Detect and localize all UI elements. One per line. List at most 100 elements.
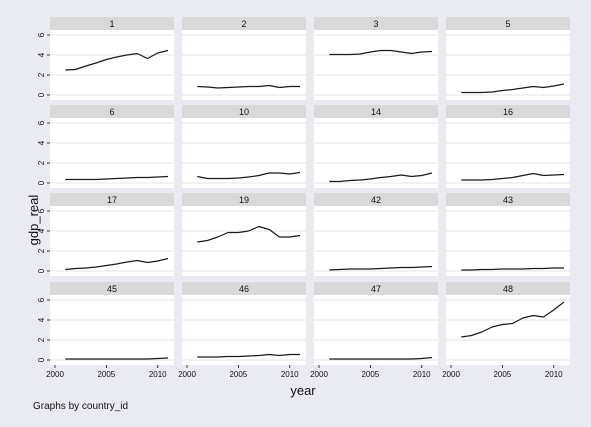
x-tick-label: 2000 — [46, 370, 64, 379]
x-tick-label: 2000 — [442, 370, 460, 379]
panel-strip-label: 14 — [371, 107, 381, 117]
panel-plot-area — [446, 295, 570, 365]
series-line — [197, 171, 301, 180]
panel-strip — [50, 193, 174, 206]
panel-strip — [314, 17, 438, 30]
panel-strip-label: 45 — [107, 284, 117, 294]
y-tick-label: 2 — [37, 160, 46, 165]
panel-strip-label: 6 — [109, 107, 114, 117]
panel-strip — [50, 17, 174, 30]
panel-plot-area — [314, 295, 438, 365]
series-line — [461, 301, 565, 338]
panel-strip — [182, 193, 306, 206]
panel-3: 3 — [314, 17, 438, 100]
panel-plot-area — [314, 206, 438, 276]
panel-19: 19 — [182, 193, 306, 276]
y-tick-label: 6 — [37, 32, 46, 37]
y-tick-label: 0 — [37, 268, 46, 273]
y-tick-label: 4 — [37, 317, 46, 322]
y-tick-label: 2 — [37, 248, 46, 253]
panel-plot-area — [50, 206, 174, 276]
panel-strip — [50, 282, 174, 295]
panel-plot-area — [182, 30, 306, 100]
y-tick-label: 0 — [37, 92, 46, 97]
x-tick-label: 2010 — [149, 370, 167, 379]
panel-strip-label: 43 — [503, 195, 513, 205]
panel-10: 10 — [182, 105, 306, 188]
panel-plot-area — [50, 30, 174, 100]
panel-strip — [314, 105, 438, 118]
x-tick-label: 2005 — [97, 370, 115, 379]
panel-strip — [50, 105, 174, 118]
panel-45: 45 0 2 4 6 2000 2005 2010 — [37, 282, 174, 379]
panel-plot-area — [50, 118, 174, 188]
panel-48: 48 2000 2005 2010 — [442, 282, 570, 379]
series-line — [65, 175, 169, 181]
panel-1: 1 0 2 4 6 — [37, 17, 174, 100]
panel-plot-area — [182, 118, 306, 188]
series-line — [461, 83, 565, 94]
panel-6: 6 0 2 4 6 — [37, 105, 174, 188]
series-line — [329, 49, 433, 56]
y-tick-label: 4 — [37, 228, 46, 233]
y-tick-label: 0 — [37, 357, 46, 362]
panel-plot-area — [182, 295, 306, 365]
panel-strip-label: 1 — [109, 19, 114, 29]
panel-strip-label: 16 — [503, 107, 513, 117]
x-tick-label: 2000 — [310, 370, 328, 379]
y-tick-label: 4 — [37, 52, 46, 57]
panel-plot-area — [446, 30, 570, 100]
y-tick-label: 6 — [37, 120, 46, 125]
panel-strip-label: 2 — [241, 19, 246, 29]
panel-47: 47 2000 2005 2010 — [310, 282, 438, 379]
panel-14: 14 — [314, 105, 438, 188]
panel-strip-label: 5 — [505, 19, 510, 29]
y-tick-label: 2 — [37, 72, 46, 77]
panel-43: 43 — [446, 193, 570, 276]
y-axis-label: gdp_real — [26, 195, 41, 246]
panel-2: 2 — [182, 17, 306, 100]
graphs-by-note: Graphs by country_id — [33, 401, 128, 412]
panel-42: 42 — [314, 193, 438, 276]
x-tick-label: 2005 — [361, 370, 379, 379]
panel-strip-label: 42 — [371, 195, 381, 205]
panel-plot-area — [446, 206, 570, 276]
y-tick-label: 4 — [37, 140, 46, 145]
panel-plot-area — [314, 118, 438, 188]
series-line — [65, 49, 169, 71]
panel-strip — [182, 17, 306, 30]
panel-46: 46 2000 2005 2010 — [178, 282, 306, 379]
series-line — [461, 172, 565, 181]
panel-plot-area — [50, 295, 174, 365]
x-tick-label: 2005 — [493, 370, 511, 379]
series-line — [329, 265, 433, 271]
panel-strip-label: 10 — [239, 107, 249, 117]
panel-5: 5 — [446, 17, 570, 100]
series-line — [329, 356, 433, 360]
series-line — [197, 84, 300, 89]
panel-plot-area — [446, 118, 570, 188]
panel-16: 16 — [446, 105, 570, 188]
series-line — [461, 267, 564, 271]
x-tick-label: 2010 — [545, 370, 563, 379]
panel-strip-label: 46 — [239, 284, 249, 294]
panel-strip — [446, 282, 570, 295]
y-tick-label: 2 — [37, 337, 46, 342]
panel-17: 17 0 2 4 6 — [37, 193, 174, 276]
panel-strip-label: 19 — [239, 195, 249, 205]
panel-strip — [446, 17, 570, 30]
x-axis-label: year — [290, 383, 316, 398]
x-tick-label: 2010 — [413, 370, 431, 379]
y-tick-label: 6 — [37, 297, 46, 302]
y-tick-label: 6 — [37, 208, 46, 213]
panel-strip-label: 48 — [503, 284, 513, 294]
series-line — [65, 257, 169, 271]
panel-plot-area — [314, 30, 438, 100]
x-tick-label: 2000 — [178, 370, 196, 379]
x-tick-label: 2010 — [281, 370, 299, 379]
panel-strip-label: 3 — [373, 19, 378, 29]
series-line — [329, 172, 433, 183]
panel-strip — [182, 105, 306, 118]
